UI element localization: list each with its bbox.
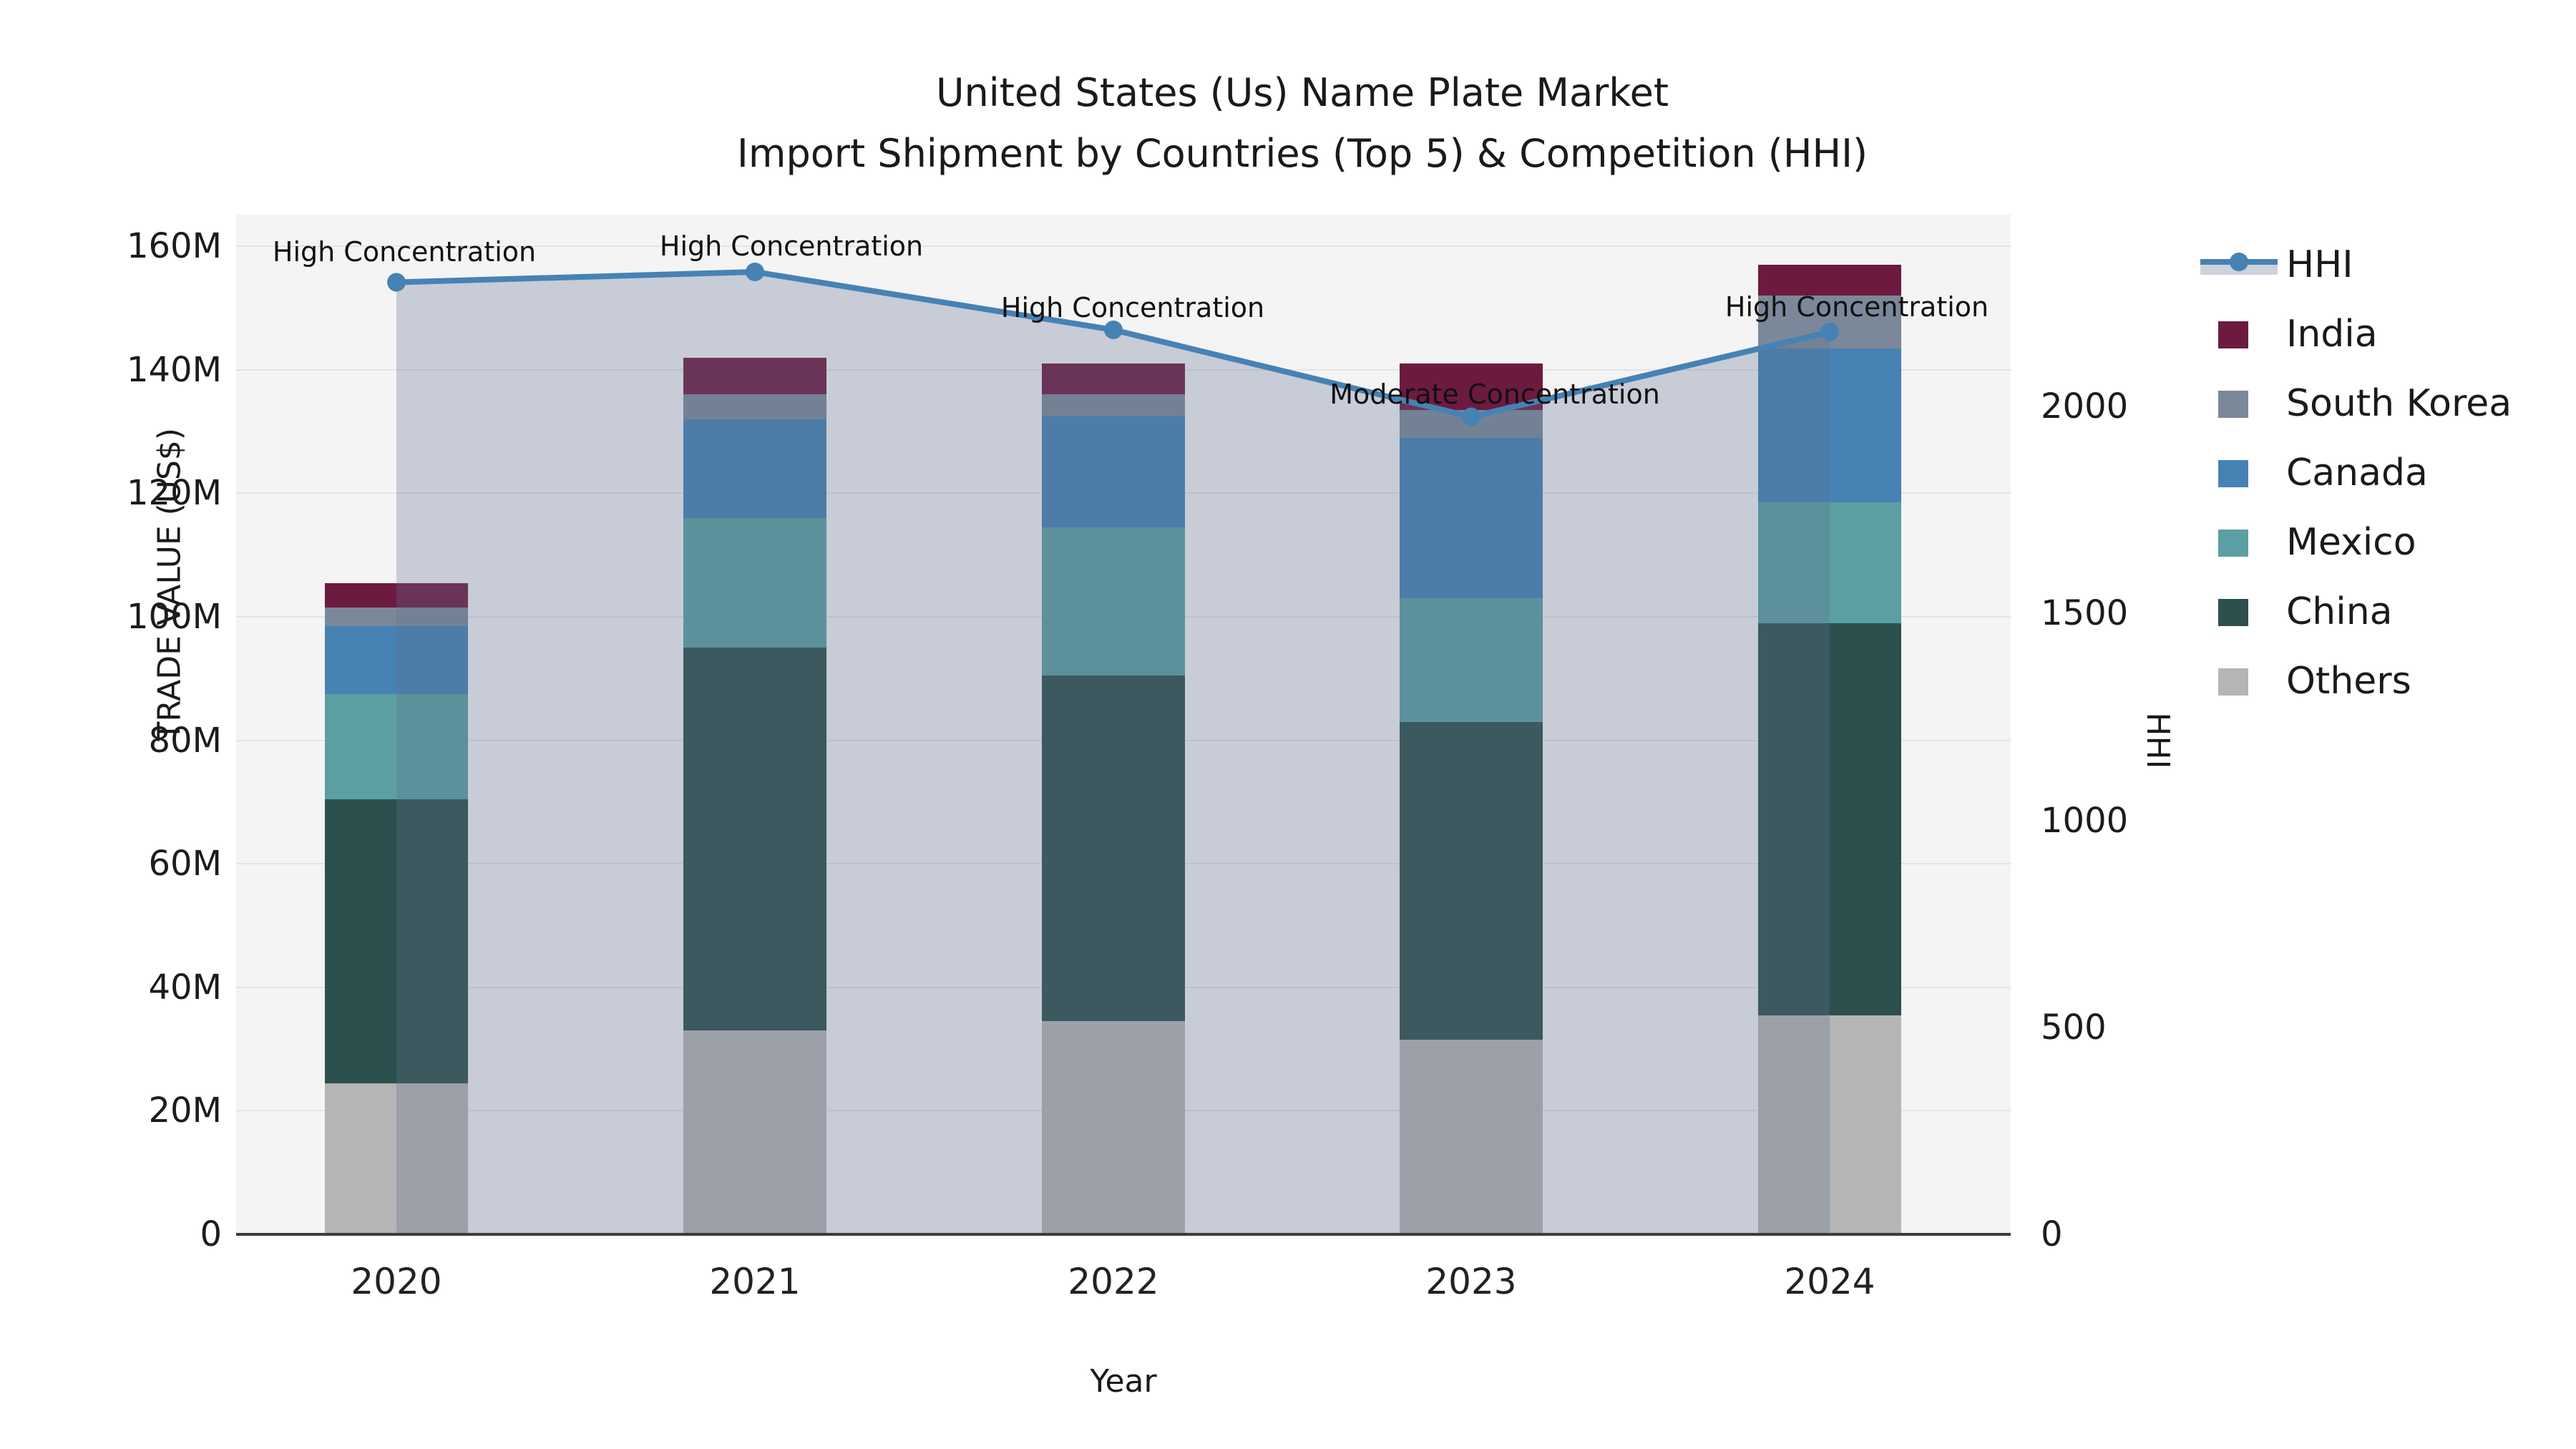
plot-area: [236, 215, 2011, 1236]
hhi-marker-2021: [746, 262, 764, 281]
legend-label: HHI: [2286, 243, 2353, 286]
y-left-tick-60M: 60M: [148, 844, 223, 884]
legend-label: Canada: [2286, 452, 2428, 494]
bar-segment-2023-india: [1400, 364, 1543, 410]
bar-segment-2022-others: [1042, 1021, 1185, 1234]
legend-label: India: [2286, 313, 2378, 356]
y-left-tick-140M: 140M: [126, 349, 222, 390]
hhi-legend-marker: [2230, 253, 2248, 271]
y-axis-label-right: HHI: [2140, 712, 2176, 769]
bar-segment-2021-others: [683, 1030, 826, 1234]
y-right-tick-500: 500: [2041, 1007, 2107, 1048]
annotation-2021: High Concentration: [659, 230, 924, 262]
hhi-area-fill: [396, 271, 1830, 1234]
bar-segment-2023-mexico: [1400, 598, 1543, 722]
x-axis-line: [236, 1233, 2011, 1236]
legend-label: Others: [2286, 660, 2411, 703]
legend-swatch-south-korea: [2218, 391, 2248, 418]
bar-segment-2024-mexico: [1758, 502, 1901, 623]
bar-segment-2020-south-korea: [325, 608, 468, 626]
bar-segment-2022-india: [1042, 364, 1185, 395]
bar-segment-2022-canada: [1042, 416, 1185, 527]
bar-segment-2020-canada: [325, 625, 468, 694]
legend-swatch-others: [2218, 668, 2248, 696]
bar-segment-2024-india: [1758, 265, 1901, 296]
x-tick-2022: 2022: [1068, 1261, 1159, 1302]
annotation-2022: High Concentration: [1000, 291, 1265, 323]
legend-swatch-india: [2218, 321, 2248, 348]
legend-swatch-mexico: [2218, 530, 2248, 557]
legend-swatch-china: [2218, 599, 2248, 626]
bar-segment-2023-canada: [1400, 437, 1543, 599]
bar-segment-2022-china: [1042, 675, 1185, 1022]
y-left-tick-120M: 120M: [126, 473, 222, 514]
x-tick-2021: 2021: [709, 1261, 801, 1302]
hhi-marker-2024: [1820, 322, 1839, 341]
legend-label: South Korea: [2286, 382, 2512, 425]
bar-segment-2021-india: [683, 357, 826, 395]
bar-segment-2020-india: [325, 582, 468, 608]
y-left-tick-160M: 160M: [126, 226, 222, 267]
hhi-marker-2023: [1462, 407, 1480, 426]
y-right-tick-0: 0: [2041, 1214, 2063, 1254]
x-tick-2023: 2023: [1425, 1261, 1517, 1302]
bar-segment-2023-others: [1400, 1040, 1543, 1234]
bar-segment-2020-china: [325, 799, 468, 1083]
y-right-tick-2000: 2000: [2041, 386, 2129, 426]
chart-title-line2: Import Shipment by Countries (Top 5) & C…: [736, 131, 1868, 176]
bar-segment-2020-mexico: [325, 693, 468, 799]
gridline-160M: [236, 245, 2011, 248]
bar-segment-2020-others: [325, 1083, 468, 1234]
hhi-line-and-area: [387, 262, 1839, 1234]
bar-segment-2021-south-korea: [683, 394, 826, 419]
bar-segment-2021-china: [683, 648, 826, 1031]
bar-segment-2023-china: [1400, 721, 1543, 1040]
bar-segment-2022-mexico: [1042, 527, 1185, 675]
bar-segment-2024-china: [1758, 623, 1901, 1015]
chart-title-line1: United States (Us) Name Plate Market: [935, 70, 1669, 115]
y-right-tick-1500: 1500: [2041, 593, 2129, 634]
y-left-tick-80M: 80M: [148, 720, 223, 761]
hhi-marker-2022: [1104, 320, 1123, 339]
legend-label: China: [2286, 590, 2393, 633]
annotation-2020: High Concentration: [272, 236, 537, 268]
bar-segment-2021-mexico: [683, 517, 826, 648]
x-tick-2020: 2020: [351, 1261, 442, 1302]
bar-segment-2022-south-korea: [1042, 394, 1185, 416]
bar-segment-2024-canada: [1758, 348, 1901, 503]
annotation-2023: Moderate Concentration: [1330, 379, 1660, 411]
bar-segment-2021-canada: [683, 419, 826, 518]
annotation-2024: High Concentration: [1724, 291, 1989, 323]
y-right-tick-1000: 1000: [2041, 800, 2129, 841]
y-left-tick-100M: 100M: [126, 597, 222, 637]
legend-label: Mexico: [2286, 521, 2416, 564]
hhi-marker-2020: [387, 273, 406, 292]
bar-segment-2024-others: [1758, 1015, 1901, 1234]
x-axis-label: Year: [1090, 1363, 1157, 1400]
y-left-tick-0: 0: [200, 1214, 222, 1254]
y-left-tick-20M: 20M: [148, 1091, 223, 1131]
legend-swatch-canada: [2218, 460, 2248, 487]
y-left-tick-40M: 40M: [148, 967, 223, 1008]
x-tick-2024: 2024: [1784, 1261, 1875, 1302]
